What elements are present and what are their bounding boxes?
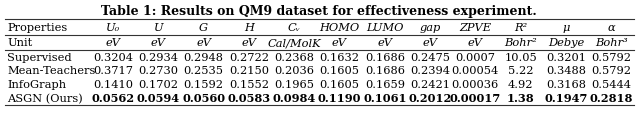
Text: gap: gap [419, 23, 441, 33]
Text: 0.00054: 0.00054 [452, 65, 499, 75]
Text: 0.1702: 0.1702 [138, 79, 179, 89]
Text: 0.2722: 0.2722 [229, 52, 269, 62]
Text: 0.1605: 0.1605 [319, 65, 360, 75]
Text: 0.2421: 0.2421 [410, 79, 450, 89]
Text: Supervised: Supervised [7, 52, 72, 62]
Text: InfoGraph: InfoGraph [7, 79, 66, 89]
Text: 0.0562: 0.0562 [92, 93, 134, 104]
Text: 0.2368: 0.2368 [274, 52, 314, 62]
Text: 0.5444: 0.5444 [591, 79, 631, 89]
Text: 0.0007: 0.0007 [456, 52, 495, 62]
Text: 0.2150: 0.2150 [229, 65, 269, 75]
Text: Debye: Debye [548, 38, 584, 48]
Text: Bohr²: Bohr² [504, 38, 537, 48]
Text: 0.1686: 0.1686 [365, 65, 404, 75]
Text: 0.1061: 0.1061 [363, 93, 406, 104]
Text: 0.5792: 0.5792 [591, 52, 631, 62]
Text: 1.38: 1.38 [507, 93, 534, 104]
Text: 0.5792: 0.5792 [591, 65, 631, 75]
Text: ZPVE: ZPVE [460, 23, 492, 33]
Text: eV: eV [151, 38, 166, 48]
Text: 0.3488: 0.3488 [546, 65, 586, 75]
Text: 10.05: 10.05 [504, 52, 537, 62]
Text: eV: eV [106, 38, 120, 48]
Text: Table 1: Results on QM9 dataset for effectiveness experiment.: Table 1: Results on QM9 dataset for effe… [101, 5, 537, 18]
Text: 0.1659: 0.1659 [365, 79, 404, 89]
Text: Bohr³: Bohr³ [595, 38, 628, 48]
Text: α: α [607, 23, 615, 33]
Text: 0.3168: 0.3168 [546, 79, 586, 89]
Text: 0.1632: 0.1632 [319, 52, 360, 62]
Text: 0.1965: 0.1965 [274, 79, 314, 89]
Text: eV: eV [332, 38, 347, 48]
Text: 5.22: 5.22 [508, 65, 533, 75]
Text: 0.0583: 0.0583 [227, 93, 271, 104]
Text: eV: eV [378, 38, 392, 48]
Text: 0.0594: 0.0594 [137, 93, 180, 104]
Text: 0.2535: 0.2535 [184, 65, 223, 75]
Text: 0.1190: 0.1190 [317, 93, 361, 104]
Text: 0.1686: 0.1686 [365, 52, 404, 62]
Text: 0.2394: 0.2394 [410, 65, 450, 75]
Text: 0.2475: 0.2475 [410, 52, 450, 62]
Text: 0.00017: 0.00017 [450, 93, 501, 104]
Text: U: U [154, 23, 163, 33]
Text: μ: μ [563, 23, 570, 33]
Text: 0.1947: 0.1947 [544, 93, 588, 104]
Text: HOMO: HOMO [319, 23, 360, 33]
Text: 0.1592: 0.1592 [184, 79, 223, 89]
Text: Unit: Unit [7, 38, 33, 48]
Text: 4.92: 4.92 [508, 79, 533, 89]
Text: 0.2012: 0.2012 [408, 93, 452, 104]
Text: ASGN (Ours): ASGN (Ours) [7, 93, 83, 103]
Text: G: G [199, 23, 208, 33]
Text: 0.1410: 0.1410 [93, 79, 133, 89]
Text: 0.2036: 0.2036 [274, 65, 314, 75]
Text: 0.1605: 0.1605 [319, 79, 360, 89]
Text: Mean-Teachers: Mean-Teachers [7, 65, 95, 75]
Text: Cal/MolK: Cal/MolK [268, 38, 321, 48]
Text: R²: R² [514, 23, 527, 33]
Text: 0.2818: 0.2818 [589, 93, 633, 104]
Text: U₀: U₀ [106, 23, 120, 33]
Text: 0.00036: 0.00036 [452, 79, 499, 89]
Text: 0.0560: 0.0560 [182, 93, 225, 104]
Text: eV: eV [468, 38, 483, 48]
Text: LUMO: LUMO [366, 23, 404, 33]
Text: eV: eV [241, 38, 257, 48]
Text: eV: eV [422, 38, 438, 48]
Text: H: H [244, 23, 254, 33]
Text: 0.0984: 0.0984 [273, 93, 316, 104]
Text: 0.2730: 0.2730 [138, 65, 179, 75]
Text: 0.2934: 0.2934 [138, 52, 179, 62]
Text: Properties: Properties [7, 23, 67, 33]
Text: eV: eV [196, 38, 211, 48]
Text: Cᵥ: Cᵥ [288, 23, 301, 33]
Text: 0.1552: 0.1552 [229, 79, 269, 89]
Text: 0.3201: 0.3201 [546, 52, 586, 62]
Text: 0.2948: 0.2948 [184, 52, 223, 62]
Text: 0.3204: 0.3204 [93, 52, 133, 62]
Text: 0.3717: 0.3717 [93, 65, 133, 75]
